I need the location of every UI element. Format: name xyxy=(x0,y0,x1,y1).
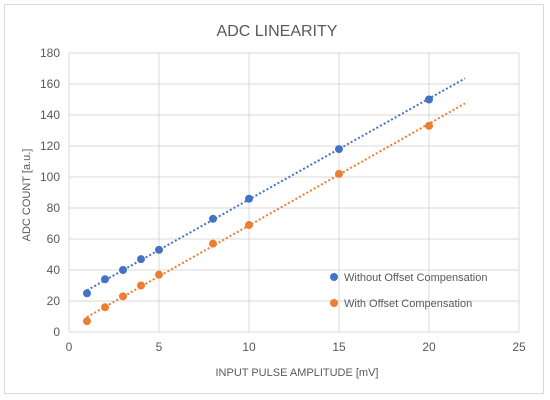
data-point xyxy=(119,266,127,274)
adc-linearity-chart: ADC LINEARITY 0 5 10 15 20 25 0 20 40 60 80 100 120 1… xyxy=(21,23,526,379)
legend-label: Without Offset Compensation xyxy=(344,272,487,284)
data-point xyxy=(155,245,163,254)
data-point xyxy=(101,303,109,312)
data-point xyxy=(137,281,145,290)
data-point xyxy=(335,169,343,178)
grid-lines xyxy=(68,52,520,333)
data-point xyxy=(137,255,145,264)
data-point xyxy=(209,239,217,248)
y-tick-label: 140 xyxy=(40,108,60,122)
y-tick-label: 20 xyxy=(47,294,61,308)
chart-frame: ADC LINEARITY 0 5 10 15 20 25 0 20 40 60 80 100 120 1… xyxy=(4,4,544,394)
y-tick-label: 160 xyxy=(40,77,60,91)
y-tick-label: 40 xyxy=(47,263,61,277)
data-point xyxy=(335,145,343,154)
x-tick-label: 5 xyxy=(156,340,163,354)
chart-title: ADC LINEARITY xyxy=(217,23,338,40)
y-tick-label: 80 xyxy=(47,201,61,215)
series-0 xyxy=(83,77,466,298)
trendline xyxy=(86,77,466,292)
data-point xyxy=(101,275,109,284)
x-tick-label: 25 xyxy=(512,340,526,354)
y-tick-label: 120 xyxy=(40,139,60,153)
x-axis-title: INPUT PULSE AMPLITUDE [mV] xyxy=(215,367,378,379)
legend-entry: With Offset Compensation xyxy=(330,298,472,310)
legend-entry: Without Offset Compensation xyxy=(330,272,487,284)
data-point xyxy=(425,95,433,104)
tick-labels: 0 5 10 15 20 25 0 20 40 60 80 100 120 140 160 180 xyxy=(40,46,526,354)
legend: Without Offset Compensation With Offset C… xyxy=(330,272,487,310)
x-tick-label: 20 xyxy=(422,340,436,354)
data-point xyxy=(119,292,127,301)
y-tick-label: 180 xyxy=(40,46,60,60)
data-point xyxy=(83,317,91,326)
series-1 xyxy=(83,102,466,326)
data-point xyxy=(155,270,163,279)
legend-marker xyxy=(330,299,338,307)
y-tick-label: 0 xyxy=(53,325,60,339)
y-tick-label: 100 xyxy=(40,170,60,184)
x-tick-label: 0 xyxy=(66,340,73,354)
y-axis-title: ADC COUNT [a.u.] xyxy=(21,149,33,242)
data-point xyxy=(425,121,433,130)
x-tick-label: 10 xyxy=(242,340,256,354)
legend-label: With Offset Compensation xyxy=(344,298,472,310)
legend-marker xyxy=(330,273,338,281)
trendline xyxy=(86,102,466,318)
data-point xyxy=(245,194,253,203)
data-point xyxy=(209,214,217,223)
y-tick-label: 60 xyxy=(47,232,61,246)
data-point xyxy=(83,289,91,298)
data-point xyxy=(245,221,253,230)
x-tick-label: 15 xyxy=(332,340,346,354)
data-series xyxy=(83,77,466,326)
